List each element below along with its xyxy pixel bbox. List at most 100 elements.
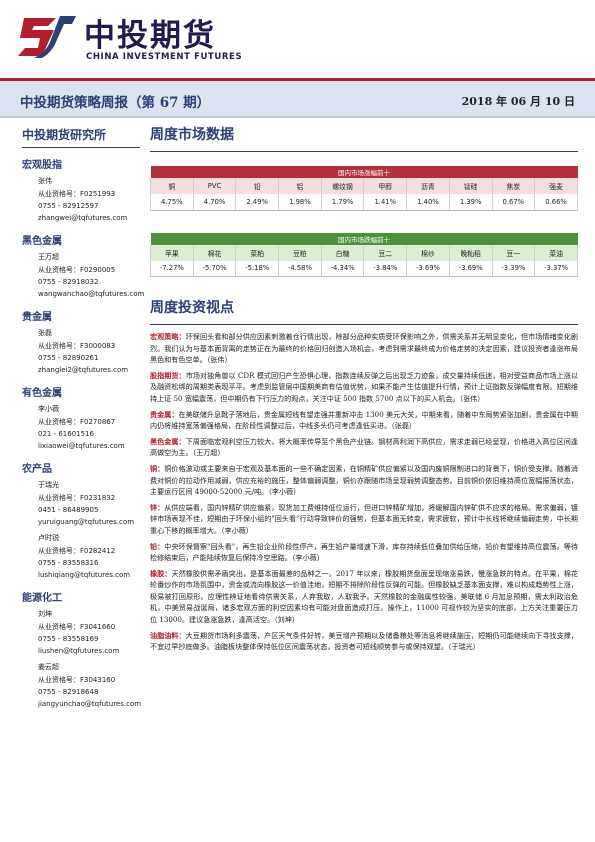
analyst-phone: 0451 - 86489905 [38,506,99,514]
analyst-card: 卢时锐 从业资格号：F0282412 0755 - 83558316 lushiqia… [22,532,140,581]
view-keyword: 铅： [150,541,165,551]
analyst-name: 李小薇 [38,405,59,413]
investment-views-heading: 周度投资视点 [150,299,578,325]
analyst-name: 姜云超 [38,663,59,671]
gainer-name-cell: 强麦 [534,178,578,194]
losers-values-row: -7.27% -5.70% -5.18% -4.58% -4.34% -3.84% -3.6… [150,260,578,277]
loser-name-cell: 豆粕 [278,244,322,261]
view-paragraph: 黑色金属：下周面临宏观利空压力较大，将大概率传导至个黑色产业链。钢材高利润下高供… [150,436,578,459]
analyst-email: zhanglei2@tqfutures.com [38,366,129,374]
view-keyword: 贵金属： [150,409,179,419]
analyst-name: 张伟 [38,177,52,185]
gainer-name-cell: 甲醇 [363,178,408,194]
view-paragraph: 贵金属：在美联储升息靴子落地后，贵金属短线有望走强并重新冲击 1300 美元大关… [150,409,578,432]
analyst-email: jiangyunchao@tqfutures.com [38,700,142,708]
gainer-name-cell: 铝 [278,178,322,194]
analyst-cert: 从业资格号：F0282412 [38,547,116,555]
section-title: 能源化工 [22,593,62,604]
gainers-names-row: 铜 PVC 铅铝螺纹钢 甲醇 沥青 锰硅 焦炭 强麦 [150,178,578,194]
view-keyword: 锌： [150,502,165,512]
analyst-email: zhangwei@tqfutures.com [38,214,128,222]
section-title: 贵金属 [22,312,52,323]
analyst-email: lixiaowei@tqfutures.com [38,442,125,450]
view-text: 环保回头看和部分供应因素刺激着仓行情出现，除部分品种实质受环保影响之外，供需关系… [150,332,578,365]
loser-name-cell: 豆二 [363,244,408,261]
gainer-change-cell: 1.40% [406,194,450,211]
analyst-section: 宏观股指张伟从业资格号：F0251993 0755 - 82912597 zhang… [22,156,140,224]
gainer-change-cell: 1.41% [363,194,408,211]
view-keyword: 股指期货： [150,370,186,380]
view-paragraph: 油脂油料：大豆期货市场利多震荡，产区天气条件好转，美豆增产预期以及储备粮处等消息… [150,630,578,653]
view-paragraph: 橡胶：天然橡胶供需矛盾突出，是基本面最差的品种之一。2017 年以来，橡胶期货盘… [150,568,578,626]
gainers-values-row: 4.75% 4.70% 2.49% 1.98% 1.79% 1.41% 1.40% 1.39%… [150,194,578,211]
view-paragraph: 铜：铜价格波动或主要来自于宏观及基本面的一些不确定因素，在铜精矿供应偏紧以及国内… [150,463,578,498]
view-keyword: 黑色金属： [150,436,186,446]
company-logo-icon [18,16,76,58]
view-keyword: 橡胶： [150,568,172,578]
view-paragraph: 锌：从供应端看，国内锌精矿供应偏紧，现货加工费维持低位运行，但进口锌精矿增加，将… [150,502,578,537]
losers-table-caption: 国内市场跌幅前十 [150,232,578,245]
analyst-sections: 宏观股指张伟从业资格号：F0251993 0755 - 82912597 zhang… [22,156,144,710]
analyst-cert: 从业资格号：F0290005 [38,266,116,274]
analyst-cert: 从业资格号：F3000083 [38,342,116,350]
gainer-name-cell: 螺纹钢 [320,178,365,194]
view-paragraph: 宏观策略：环保回头看和部分供应因素刺激着仓行情出现，除部分品种实质受环保影响之外… [150,331,578,366]
report-title: 中投期货策略周报（第 67 期） [20,95,211,111]
section-title: 黑色金属 [22,236,62,247]
section-title: 宏观股指 [22,160,62,171]
gainers-table: 国内市场涨幅前十 铜 PVC 铅铝螺纹钢 甲醇 沥青 锰硅 焦炭 强麦 4.75% 4.70% 2… [150,166,578,211]
analyst-card: 于瑞光 从业资格号：F0231832 0451 - 86489905 yuruigua… [22,479,140,528]
view-keyword: 铜： [150,463,165,473]
loser-change-cell: -5.70% [192,260,237,277]
view-paragraph: 铅：中央环保督察"回头看"，再生铅企业阶段性停产，再生铅产量增速下滑，库存持续低… [150,541,578,564]
loser-name-cell: 豆一 [491,244,536,261]
analyst-name: 于瑞光 [38,481,59,489]
view-text: 铜价格波动或主要来自于宏观及基本面的一些不确定因素，在铜精矿供应偏紧以及国内废铜… [150,463,579,497]
loser-change-cell: -7.27% [150,260,194,277]
view-text: 下周面临宏观利空压力较大，将大概率传导至个黑色产业链。钢材高利润下高供应，需求走… [150,436,578,458]
analyst-card: 李小薇从业资格号：F0270867 021 - 61601516 lixiaowei… [22,403,140,452]
analyst-phone: 021 - 61601516 [38,430,94,438]
brand-name-en: CHINA INVESTMENT FUTURES [86,52,243,62]
analyst-card: 刘坤 从业资格号：F3041660 0755 - 83558169 liushen@t… [22,608,140,657]
analyst-section: 有色金属李小薇从业资格号：F0270867 021 - 61601516 lixia… [22,384,140,452]
loser-change-cell: -3.84% [363,260,408,277]
gainer-name-cell: 沥青 [406,178,450,194]
analyst-sidebar: 中投期货研究所 宏观股指 张伟 从业资格号：F0251993 0755 - 82912… [22,126,144,710]
analyst-phone: 0755 - 83558316 [38,559,99,567]
loser-change-cell: -3.69% [406,260,450,277]
loser-name-cell: 棉花 [192,244,237,261]
view-text: 在美联储升息靴子落地后，贵金属短线有望走强并重新冲击 1300 美元大关，中期来… [150,409,578,431]
loser-change-cell: -5.18% [235,260,280,277]
gainer-name-cell: PVC [192,178,237,194]
loser-change-cell: -3.37% [534,260,578,277]
page-header: 中投期货 CHINA INVESTMENT FUTURES [0,0,595,78]
loser-change-cell: -4.58% [278,260,322,277]
analyst-phone: 0755 - 82918032 [38,278,99,286]
loser-name-cell: 晚籼稻 [448,244,493,261]
analyst-phone: 0755 - 82918648 [38,688,99,696]
losers-names-row: 苹果 棉花 菜粕 豆粕 白糖 豆二 棉纱 晚籼稻 豆一 菜油 [150,244,578,261]
analyst-cert: 从业资格号：F3041660 [38,623,116,631]
analyst-cert: 从业资格号：F0270867 [38,418,116,426]
analyst-section: 黑色金属 王万超 从业资格号：F0290005 0755 - 82918032 wang… [22,232,144,300]
gainer-change-cell: 1.39% [448,194,493,211]
loser-change-cell: -3.39% [491,260,536,277]
view-text: 市场对独角兽以 CDR 模式回归产生恐惧心理，指数连续反弹之后出现乏力迹象，成交… [150,370,578,403]
loser-name-cell: 白糖 [320,244,365,261]
analyst-email: liushen@tqfutures.com [38,647,120,655]
analyst-phone: 0755 - 82912597 [38,202,99,210]
section-title: 有色金属 [22,388,62,399]
analyst-phone: 0755 - 83558169 [38,635,99,643]
gainer-name-cell: 焦炭 [491,178,536,194]
brand-name-cn: 中投期货 [84,18,216,54]
view-keyword: 宏观策略： [150,332,186,341]
analyst-cert: 从业资格号：F3043160 [38,676,116,684]
analyst-cert: 从业资格号：F0251993 [38,190,116,198]
gainer-change-cell: 4.70% [192,194,237,211]
market-data-heading: 周度市场数据 [150,126,578,152]
loser-change-cell: -4.34% [320,260,365,277]
analyst-section: 能源化工 刘坤 从业资格号：F3041660 0755 - 83558169 liush… [22,589,142,710]
gainer-change-cell: 1.79% [320,194,365,211]
report-title-bar: 中投期货策略周报（第 67 期） 2018 年 06 月 10 日 [0,78,595,118]
